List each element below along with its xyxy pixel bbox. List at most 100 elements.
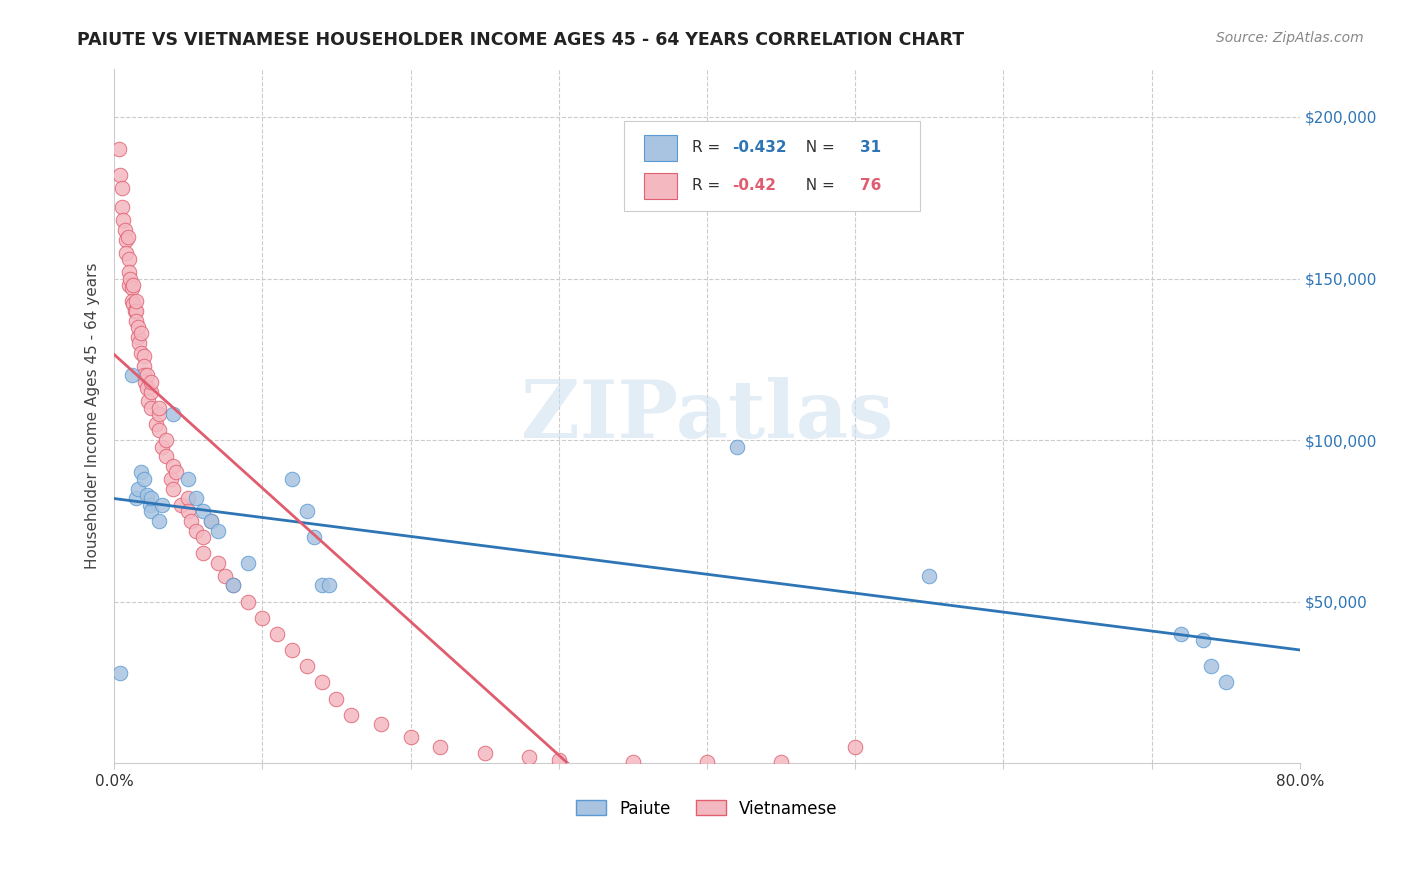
Point <box>155 449 177 463</box>
Point <box>200 514 222 528</box>
Point <box>399 731 422 745</box>
Point <box>1215 675 1237 690</box>
Text: N =: N = <box>796 178 839 194</box>
Point <box>141 504 163 518</box>
Point <box>162 407 184 421</box>
Point <box>141 384 163 399</box>
Text: 31: 31 <box>860 140 882 155</box>
Point <box>177 504 200 518</box>
Point <box>1170 627 1192 641</box>
Point <box>117 229 139 244</box>
Point <box>304 530 326 544</box>
Point <box>429 739 451 754</box>
Point <box>191 530 214 544</box>
Point <box>184 524 207 538</box>
Point <box>1199 659 1222 673</box>
Point <box>118 265 141 279</box>
Point <box>148 401 170 415</box>
Point <box>121 294 143 309</box>
Point <box>148 407 170 421</box>
Point <box>132 349 155 363</box>
Point <box>517 749 540 764</box>
Point <box>162 482 184 496</box>
Point <box>770 756 793 770</box>
Point <box>132 368 155 383</box>
Point <box>127 482 149 496</box>
Text: R =: R = <box>692 178 724 194</box>
Point <box>125 303 148 318</box>
Point <box>135 381 157 395</box>
Point <box>115 245 138 260</box>
Point <box>844 739 866 754</box>
Point <box>132 472 155 486</box>
Point <box>134 375 156 389</box>
FancyBboxPatch shape <box>644 135 678 161</box>
Point <box>150 440 173 454</box>
Point <box>125 491 148 506</box>
Point <box>135 488 157 502</box>
Point <box>141 491 163 506</box>
Point <box>107 142 129 156</box>
Point <box>108 665 131 680</box>
Point <box>148 423 170 437</box>
FancyBboxPatch shape <box>624 120 921 211</box>
Point <box>318 578 340 592</box>
Text: ZIPatlas: ZIPatlas <box>520 376 893 455</box>
Point <box>236 594 259 608</box>
Point <box>207 556 229 570</box>
Point <box>125 294 148 309</box>
Point <box>191 546 214 560</box>
Point <box>108 168 131 182</box>
Point <box>110 181 132 195</box>
Point <box>115 233 138 247</box>
Point <box>696 755 718 769</box>
Y-axis label: Householder Income Ages 45 - 64 years: Householder Income Ages 45 - 64 years <box>86 262 100 569</box>
Point <box>132 359 155 373</box>
Text: Source: ZipAtlas.com: Source: ZipAtlas.com <box>1216 31 1364 45</box>
Point <box>295 659 318 673</box>
Point <box>325 691 347 706</box>
Point <box>311 578 333 592</box>
Point <box>621 755 644 769</box>
Point <box>177 472 200 486</box>
FancyBboxPatch shape <box>644 173 678 199</box>
Point <box>110 201 132 215</box>
Point <box>266 627 288 641</box>
Point <box>222 578 245 592</box>
Point <box>127 320 149 334</box>
Point <box>222 578 245 592</box>
Point <box>311 675 333 690</box>
Point <box>281 472 304 486</box>
Point <box>162 458 184 473</box>
Point <box>141 375 163 389</box>
Point <box>121 368 143 383</box>
Point <box>129 326 152 341</box>
Text: PAIUTE VS VIETNAMESE HOUSEHOLDER INCOME AGES 45 - 64 YEARS CORRELATION CHART: PAIUTE VS VIETNAMESE HOUSEHOLDER INCOME … <box>77 31 965 49</box>
Legend: Paiute, Vietnamese: Paiute, Vietnamese <box>569 793 845 824</box>
Point <box>1192 633 1215 648</box>
Point <box>180 514 202 528</box>
Point <box>170 498 193 512</box>
Point <box>118 252 141 267</box>
Point <box>281 643 304 657</box>
Point <box>165 466 187 480</box>
Point <box>129 346 152 360</box>
Point <box>547 753 569 767</box>
Point <box>122 297 145 311</box>
Point <box>121 281 143 295</box>
Point <box>918 568 941 582</box>
Point <box>112 213 135 227</box>
Text: 76: 76 <box>860 178 882 194</box>
Point <box>122 277 145 292</box>
Point <box>128 336 150 351</box>
Point <box>252 611 274 625</box>
Point <box>127 329 149 343</box>
Point <box>124 303 146 318</box>
Point <box>118 277 141 292</box>
Point <box>159 472 181 486</box>
Point <box>474 747 496 761</box>
Text: R =: R = <box>692 140 724 155</box>
Point <box>370 717 392 731</box>
Point <box>114 223 136 237</box>
Point <box>139 498 162 512</box>
